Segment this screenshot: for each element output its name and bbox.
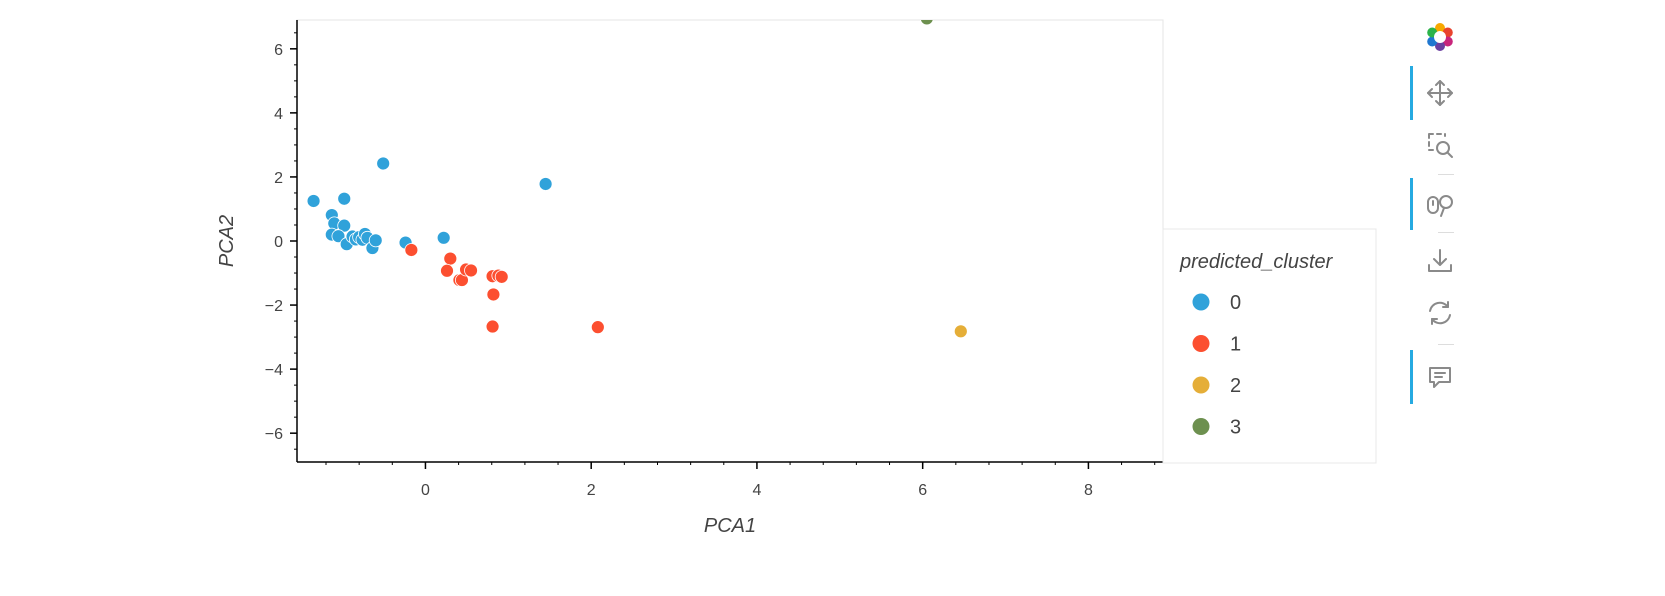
y-tick-label: −2 [265,298,283,315]
y-tick-label: −4 [265,362,283,379]
toolbar-separator [1438,344,1454,345]
reset-icon [1429,301,1451,325]
box-zoom-icon [1428,133,1453,158]
data-point-cluster-1[interactable] [485,319,500,334]
legend-title: predicted_cluster [1179,251,1334,273]
toolbar-separator [1438,174,1454,175]
box-zoom-tool-button[interactable] [1410,122,1470,168]
legend-label-0[interactable]: 0 [1230,292,1241,314]
x-tick-label: 2 [587,482,596,499]
x-axis: 0 2 4 6 8 [297,461,1163,499]
legend-marker-2[interactable] [1192,376,1210,394]
data-point-cluster-0[interactable] [337,191,352,206]
data-point-cluster-1[interactable] [440,263,454,278]
toolbar-separator [1438,232,1454,233]
data-point-cluster-0[interactable] [306,194,321,208]
data-point-cluster-1[interactable] [486,287,501,302]
data-point-cluster-1[interactable] [443,251,458,266]
legend-marker-1[interactable] [1192,335,1210,352]
wheel-zoom-icon [1427,195,1453,217]
plot-toolbar [1410,14,1480,404]
legend-marker-3[interactable] [1192,418,1210,435]
data-point-cluster-1[interactable] [494,269,509,284]
data-point-cluster-0[interactable] [368,233,383,248]
data-point-cluster-0[interactable] [436,230,451,245]
y-tick-label: 0 [274,234,283,251]
data-point-cluster-1[interactable] [404,243,419,257]
x-tick-label: 4 [752,482,761,499]
hover-icon [1429,367,1451,388]
plot-area[interactable] [296,19,1164,463]
legend-label-2[interactable]: 2 [1230,375,1241,397]
data-point-cluster-1[interactable] [590,320,605,335]
data-point-cluster-0[interactable] [331,229,346,244]
x-tick-label: 6 [918,482,927,499]
y-axis: −6 −4 −2 0 2 4 6 [265,20,298,462]
data-point-cluster-0[interactable] [376,156,391,171]
x-tick-label: 0 [421,482,430,499]
y-axis-title: PCA2 [216,215,238,267]
save-icon [1428,249,1452,272]
hover-tool-button[interactable] [1410,350,1470,404]
legend: predicted_cluster 0 1 2 3 [1162,228,1377,464]
pan-icon [1427,80,1453,106]
save-tool-button[interactable] [1410,238,1470,284]
wheel-zoom-tool-button[interactable] [1410,178,1470,230]
bokeh-logo-icon [1427,23,1453,51]
y-tick-label: 6 [274,42,283,59]
data-point-cluster-0[interactable] [337,218,352,233]
y-tick-label: 2 [274,170,283,187]
pan-tool-button[interactable] [1410,66,1470,120]
x-axis-title: PCA1 [704,515,756,537]
data-point-cluster-3[interactable] [920,12,934,26]
legend-marker-0[interactable] [1192,293,1210,311]
x-tick-label: 8 [1084,482,1093,499]
data-point-cluster-0[interactable] [538,177,553,191]
data-point-cluster-1[interactable] [464,263,478,278]
y-tick-label: 4 [274,106,283,123]
bokeh-logo[interactable] [1410,14,1470,60]
legend-label-3[interactable]: 3 [1230,417,1241,439]
reset-tool-button[interactable] [1410,290,1470,336]
y-tick-label: −6 [265,426,283,443]
legend-label-1[interactable]: 1 [1230,334,1241,356]
data-points [306,12,968,339]
data-point-cluster-2[interactable] [953,324,968,339]
